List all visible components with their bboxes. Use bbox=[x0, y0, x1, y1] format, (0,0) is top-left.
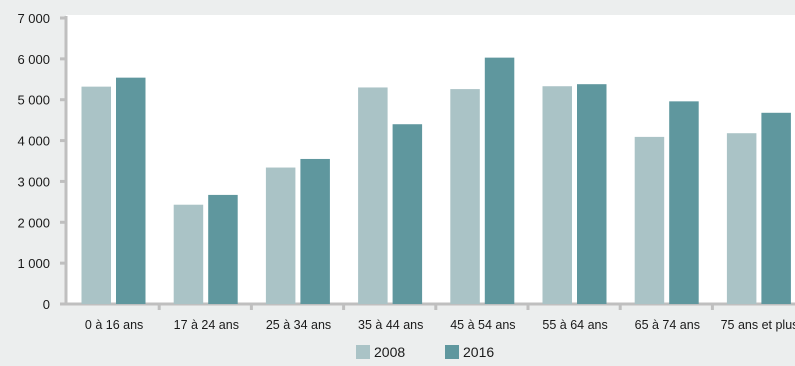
bar-2016 bbox=[116, 78, 146, 304]
bar-2008 bbox=[635, 137, 665, 304]
bar-2016 bbox=[761, 113, 791, 304]
bar-2008 bbox=[174, 205, 204, 304]
y-axis-ticks: 0 1 000 2 000 3 000 4 000 5 000 6 000 7 000 bbox=[17, 11, 66, 312]
y-tick-label: 6 000 bbox=[17, 52, 50, 67]
x-category-label: 75 ans et plus bbox=[721, 318, 795, 332]
x-category-label: 0 à 16 ans bbox=[85, 318, 143, 332]
bar-2016 bbox=[485, 58, 515, 304]
x-category-label: 55 à 64 ans bbox=[542, 318, 607, 332]
y-tick-label: 5 000 bbox=[17, 93, 50, 108]
bar-2008 bbox=[543, 86, 573, 304]
bar-2008 bbox=[450, 89, 480, 304]
legend: 2008 2016 bbox=[356, 344, 494, 360]
y-tick-label: 3 000 bbox=[17, 174, 50, 189]
x-category-label: 17 à 24 ans bbox=[174, 318, 239, 332]
legend-swatch-2016 bbox=[445, 345, 459, 359]
x-category-label: 65 à 74 ans bbox=[635, 318, 700, 332]
legend-label-2016: 2016 bbox=[463, 344, 494, 360]
x-category-label: 35 à 44 ans bbox=[358, 318, 423, 332]
bar-2016 bbox=[669, 101, 699, 304]
legend-swatch-2008 bbox=[356, 345, 370, 359]
bar-2016 bbox=[208, 195, 238, 304]
bar-2008 bbox=[727, 133, 757, 304]
bar-2008 bbox=[82, 87, 112, 304]
x-category-label: 25 à 34 ans bbox=[266, 318, 331, 332]
bar-2016 bbox=[393, 124, 423, 304]
bar-2016 bbox=[300, 159, 330, 304]
bar-2008 bbox=[266, 168, 296, 304]
y-tick-label: 7 000 bbox=[17, 11, 50, 26]
y-tick-label: 1 000 bbox=[17, 256, 50, 271]
bar-2016 bbox=[577, 84, 607, 304]
x-category-label: 45 à 54 ans bbox=[450, 318, 515, 332]
y-tick-label: 0 bbox=[43, 297, 50, 312]
y-tick-label: 4 000 bbox=[17, 134, 50, 149]
legend-label-2008: 2008 bbox=[374, 344, 405, 360]
y-tick-label: 2 000 bbox=[17, 215, 50, 230]
bar-2008 bbox=[358, 87, 388, 304]
